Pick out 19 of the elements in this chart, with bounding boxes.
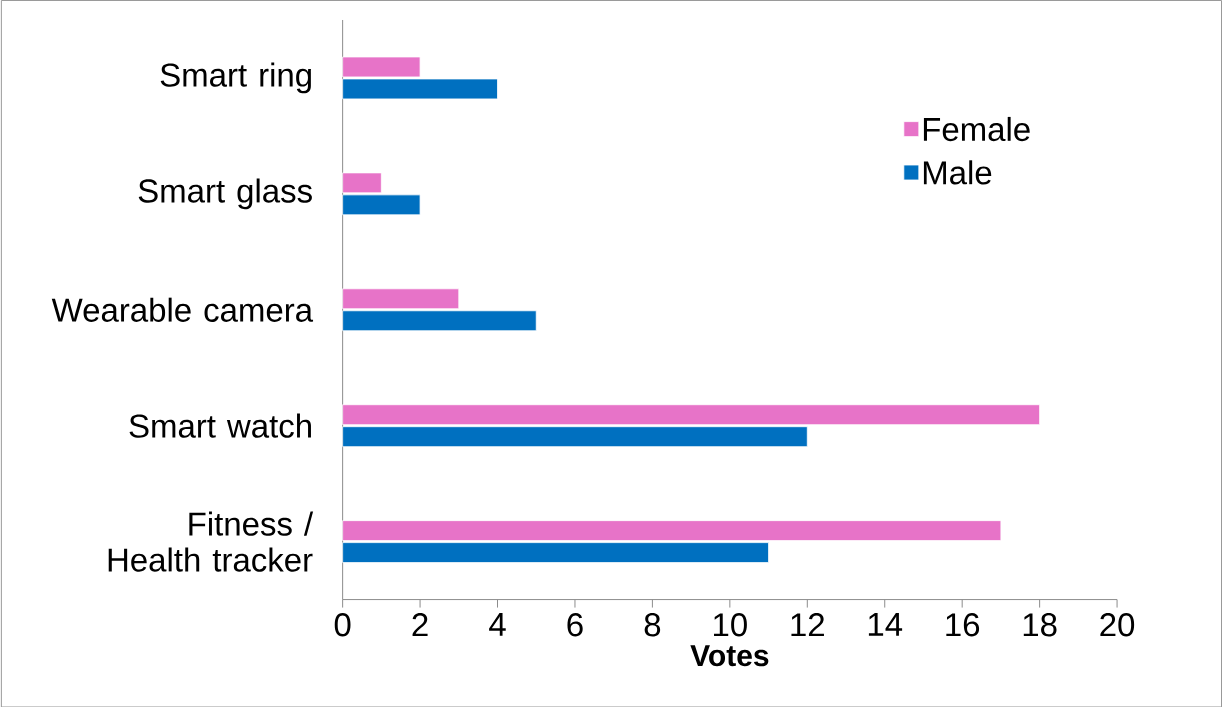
y-tick-label: Wearable camera xyxy=(51,297,314,322)
legend-label: Male xyxy=(923,160,992,185)
y-tick-label: Fitness / Health tracker xyxy=(108,511,314,572)
y-tick-label: Smart watch xyxy=(129,413,311,438)
x-tick-label: 12 xyxy=(791,612,824,636)
x-tick-label: 18 xyxy=(1023,612,1057,637)
x-tick-label: 6 xyxy=(567,612,583,637)
x-tick-label: 2 xyxy=(412,612,428,636)
x-tick-label: 4 xyxy=(489,612,506,636)
y-tick-label: Smart glass xyxy=(138,178,312,209)
x-tick-label: 8 xyxy=(644,612,661,637)
x-tick-label: 14 xyxy=(868,612,903,636)
x-tick-label: 0 xyxy=(334,612,351,637)
x-axis-title: Votes xyxy=(690,645,769,666)
y-tick-label: Smart ring xyxy=(160,62,311,94)
legend-label: Female xyxy=(923,116,1030,141)
x-tick-label: 20 xyxy=(1100,612,1135,637)
x-tick-label: 10 xyxy=(714,612,747,637)
x-tick-label: 16 xyxy=(946,612,980,637)
